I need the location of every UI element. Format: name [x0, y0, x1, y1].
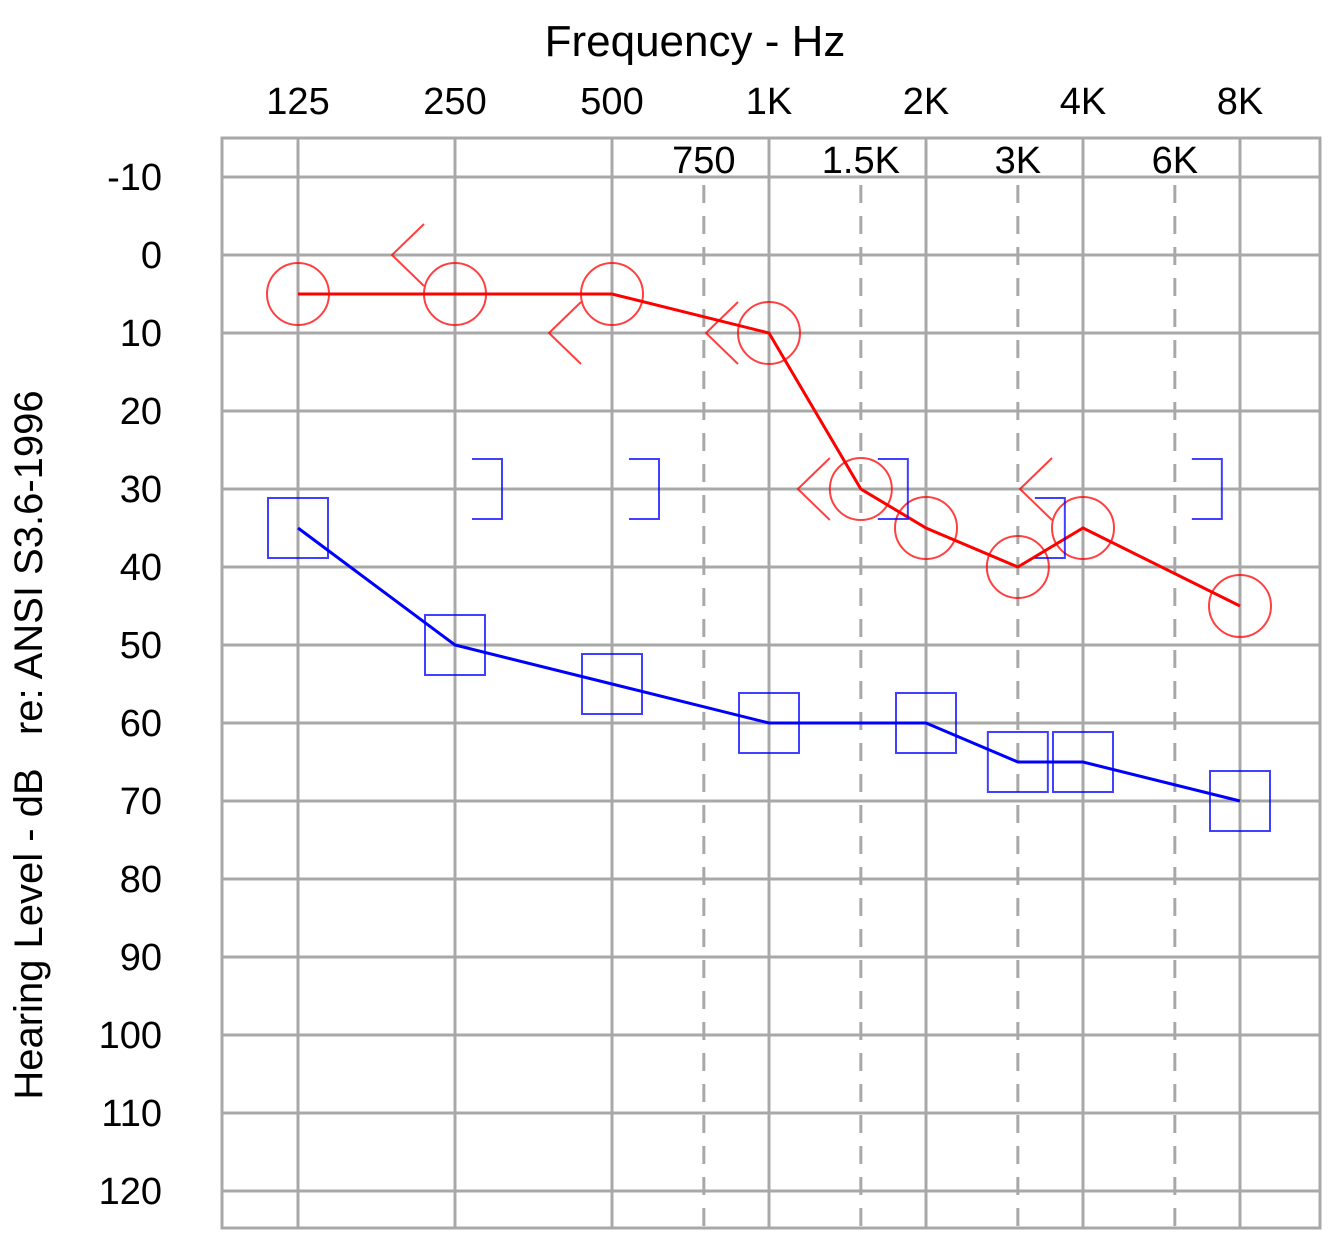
x-interoctave-tick-label: 1.5K	[822, 140, 900, 182]
y-tick-label: 100	[99, 1015, 162, 1057]
y-tick-label: 80	[120, 859, 162, 901]
y-tick-label: 40	[120, 547, 162, 589]
series-bone-left	[472, 458, 1223, 559]
series-layer	[266, 223, 1272, 832]
data-point-circle	[266, 262, 330, 326]
y-tick-label: 10	[120, 313, 162, 355]
data-point-square	[738, 692, 800, 754]
data-point-square	[895, 692, 957, 754]
data-point-circle	[828, 457, 893, 521]
data-point-circle	[1051, 496, 1115, 560]
data-point-bone-left	[877, 458, 909, 520]
y-tick-label: 0	[141, 235, 162, 277]
data-point-bone-left	[472, 458, 503, 520]
x-tick-label: 1K	[746, 81, 792, 123]
y-tick-label: 60	[120, 703, 162, 745]
y-tick-label: 120	[99, 1171, 162, 1213]
x-tick-label: 125	[266, 81, 329, 123]
x-tick-label: 500	[580, 81, 643, 123]
x-octave-tick-labels: 125 250 500 1K 2K 4K 8K	[266, 81, 1263, 123]
y-tick-label: 20	[120, 391, 162, 433]
data-point-bone-right	[390, 223, 425, 287]
data-point-square	[581, 653, 643, 715]
data-point-circle	[737, 301, 801, 365]
data-point-bone-left	[1191, 458, 1223, 520]
x-tick-label: 250	[423, 81, 486, 123]
data-point-bone-left	[1034, 497, 1066, 559]
series-line	[297, 526, 1241, 803]
y-tick-label: 110	[101, 1093, 162, 1135]
series-square	[267, 497, 1271, 832]
data-point-circle	[1208, 574, 1272, 638]
data-point-circle	[894, 496, 958, 560]
data-point-square	[1052, 731, 1114, 793]
data-point-square	[986, 731, 1049, 793]
x-interoctave-tick-label: 6K	[1152, 140, 1198, 182]
x-tick-label: 4K	[1060, 81, 1106, 123]
y-tick-label: 70	[120, 781, 162, 823]
x-tick-label: 8K	[1217, 81, 1263, 123]
y-tick-label: 50	[120, 625, 162, 667]
data-point-square	[267, 497, 329, 559]
y-axis-label: Hearing Level - dB re: ANSI S3.6-1996	[7, 390, 51, 1099]
data-point-circle	[580, 262, 644, 326]
y-tick-label: 30	[120, 469, 162, 511]
data-point-bone-right	[1018, 457, 1053, 521]
data-point-bone-left	[629, 458, 660, 520]
data-point-square	[1209, 770, 1271, 832]
x-interoctave-tick-labels: 750 1.5K 3K 6K	[672, 140, 1198, 182]
x-tick-label: 2K	[903, 81, 949, 123]
plot-border	[220, 136, 1322, 1230]
series-circle	[266, 262, 1272, 638]
grid-lines	[222, 138, 1320, 1228]
data-point-circle	[423, 262, 487, 326]
plot-area	[220, 136, 1322, 1230]
y-tick-label: -10	[107, 157, 162, 199]
series-bone-right	[390, 223, 1053, 521]
data-point-bone-right	[547, 301, 582, 365]
data-point-circle	[985, 535, 1050, 599]
y-tick-label: 90	[120, 937, 162, 979]
data-point-bone-right	[796, 457, 831, 521]
series-line	[298, 292, 1241, 608]
data-point-bone-right	[704, 301, 739, 365]
chart-title: Frequency - Hz	[545, 17, 846, 66]
x-interoctave-tick-label: 750	[672, 140, 735, 182]
y-tick-labels: -10 0 10 20 30 40 50 60 70 80 90 100 110 120	[99, 157, 162, 1213]
x-interoctave-tick-label: 3K	[995, 140, 1041, 182]
data-point-square	[424, 614, 486, 676]
